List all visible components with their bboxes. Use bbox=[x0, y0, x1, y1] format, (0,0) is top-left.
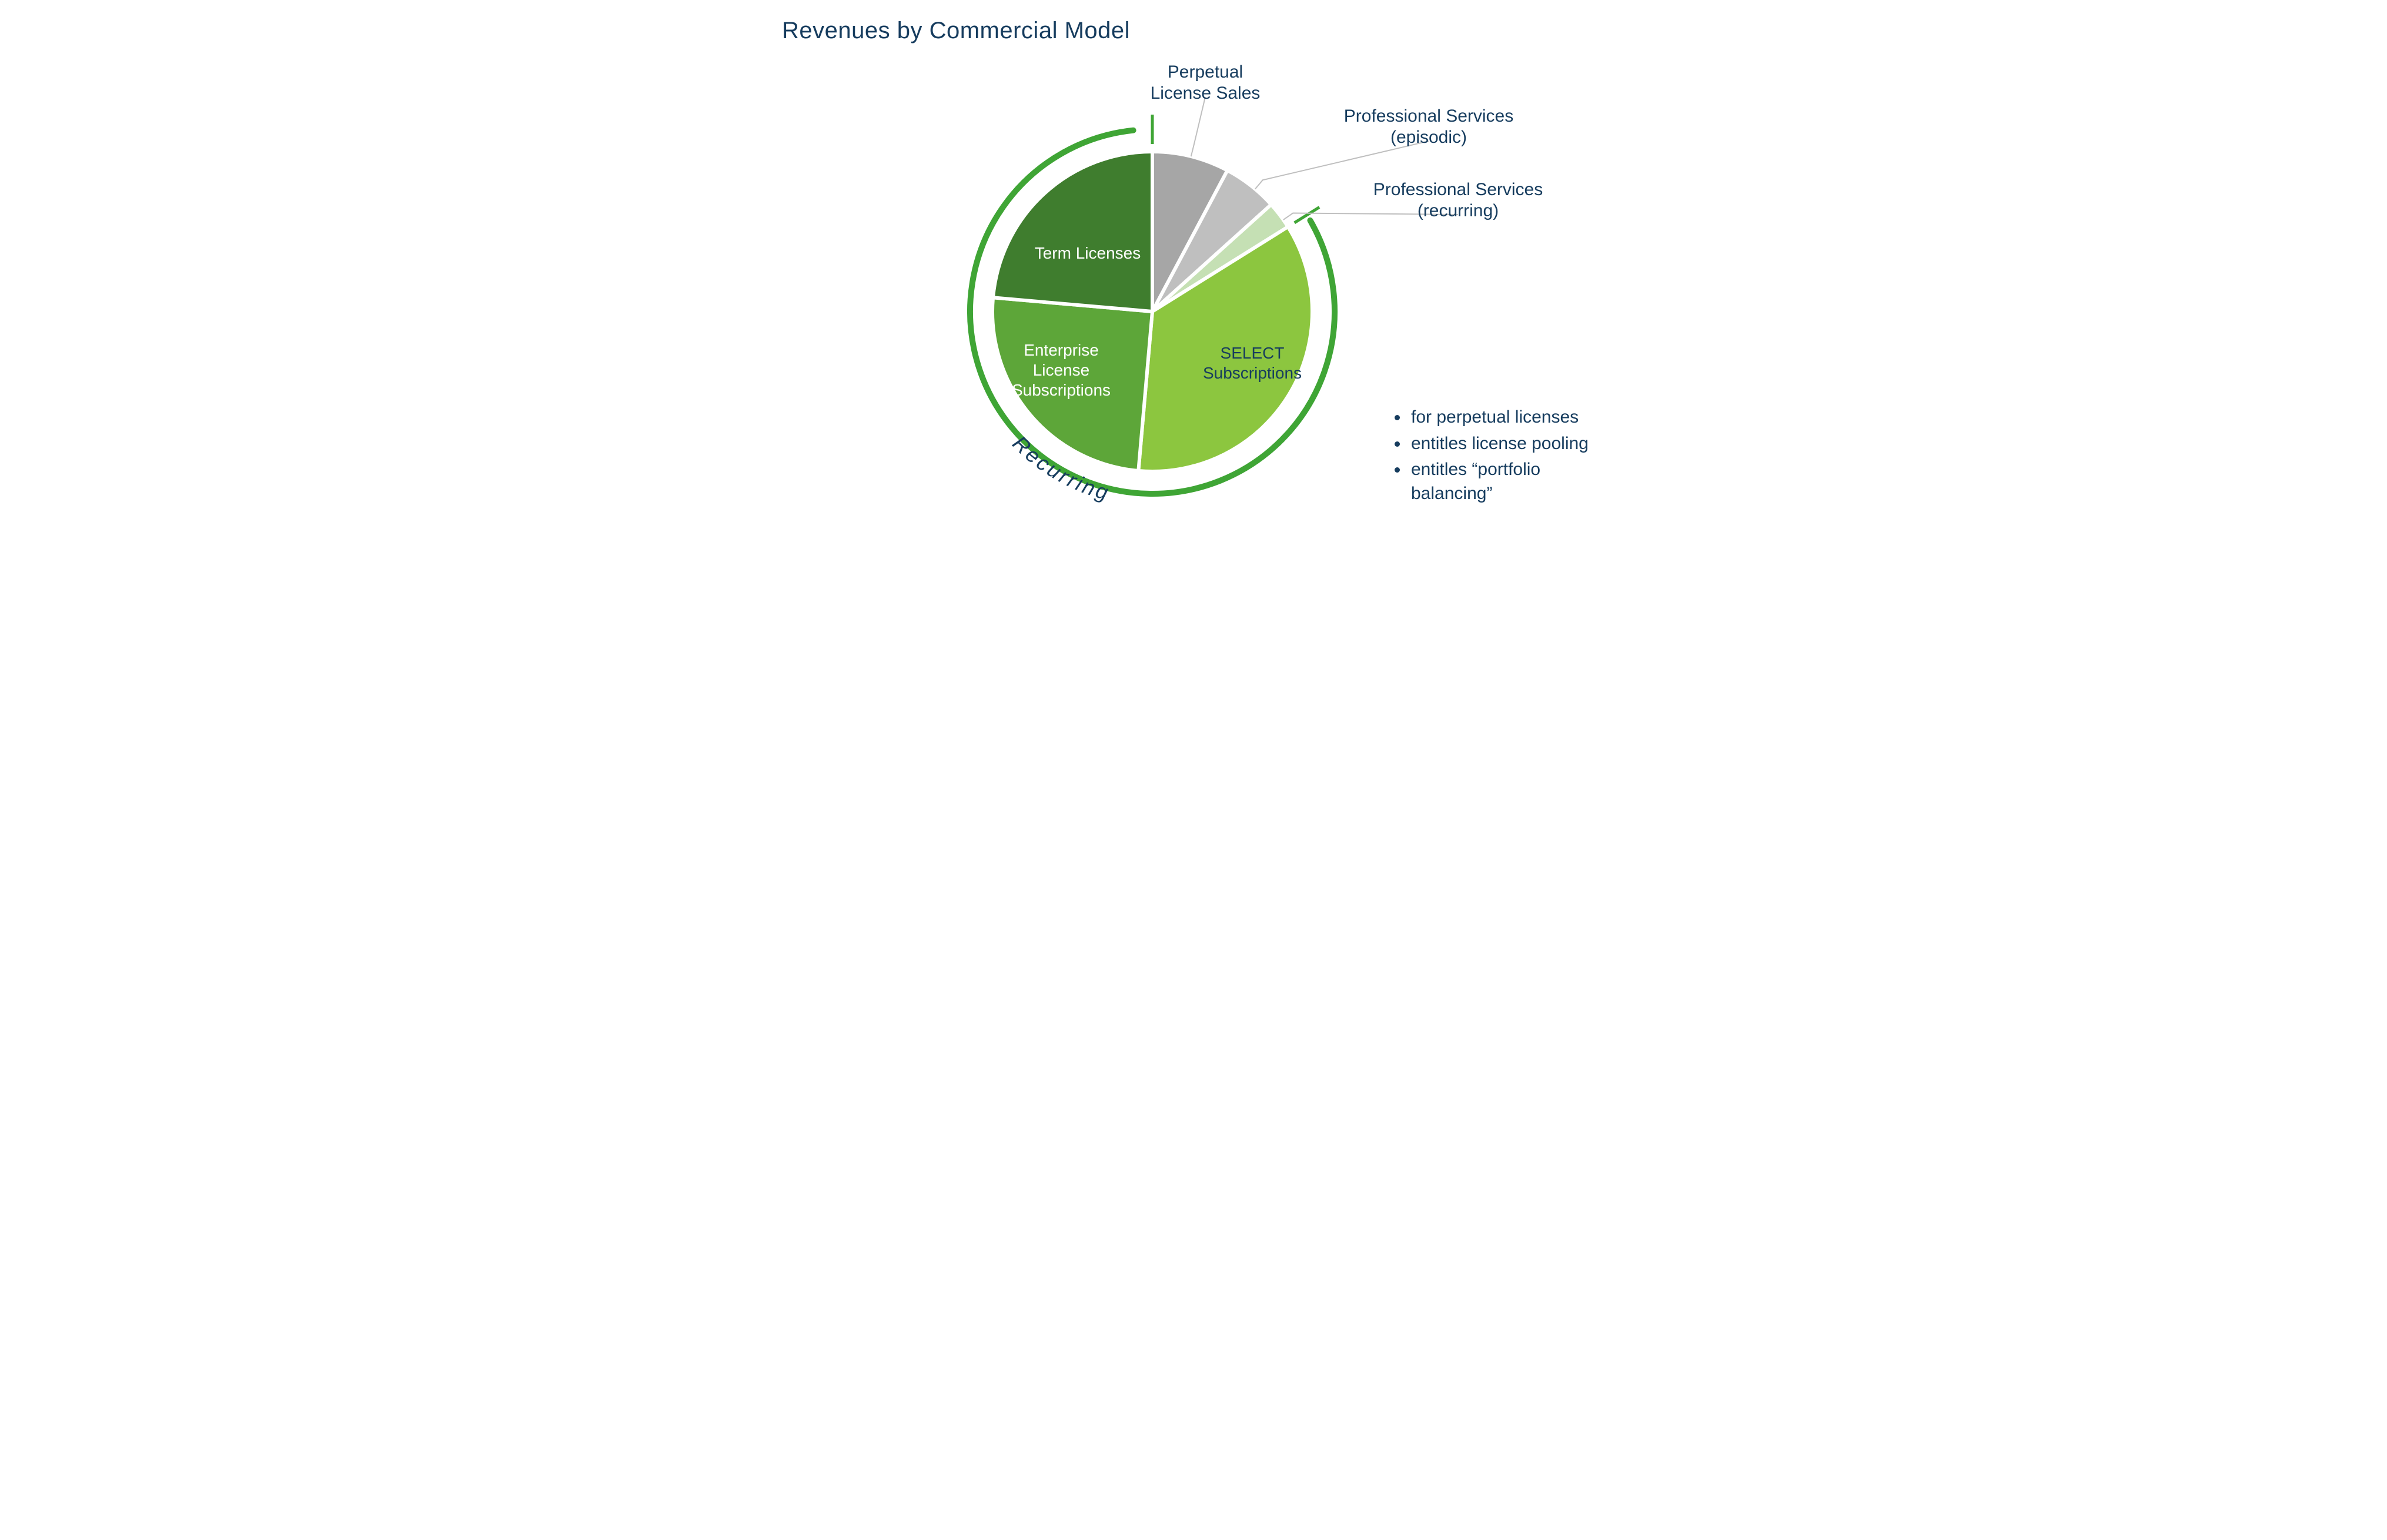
select-bullets-list: for perpetual licensesentitles license p… bbox=[1388, 406, 1611, 505]
callout-ps-recurring: Professional Services(recurring) bbox=[1364, 179, 1552, 222]
callout-ps-episodic: Professional Services(episodic) bbox=[1335, 106, 1523, 148]
recurring-tick-right bbox=[1295, 207, 1319, 222]
slice-term bbox=[993, 152, 1152, 312]
select-bullets: for perpetual licensesentitles license p… bbox=[1388, 406, 1611, 508]
slice-label-term: Term Licenses bbox=[1035, 244, 1141, 262]
bullet-item: entitles “portfolio balancing” bbox=[1409, 458, 1611, 505]
callout-perpetual: PerpetualLicense Sales bbox=[1111, 62, 1299, 104]
bullet-item: entitles license pooling bbox=[1409, 432, 1611, 456]
bullet-item: for perpetual licenses bbox=[1409, 406, 1611, 430]
page: Revenues by Commercial Model RecurringSE… bbox=[764, 0, 1623, 553]
leader-perpetual bbox=[1191, 97, 1205, 156]
